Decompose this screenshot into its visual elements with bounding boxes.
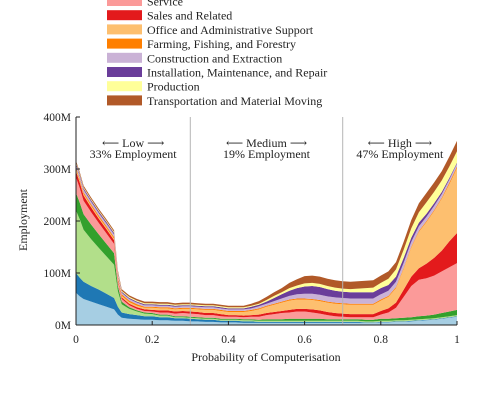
- legend-label-6: Production: [147, 80, 200, 94]
- series-area-4: [76, 177, 457, 320]
- legend-swatch-0: [107, 0, 142, 6]
- legend-swatch-1: [107, 10, 142, 21]
- plot-area: ⟵ Low ⟶33% Employment ⟵ Medium ⟶19% Emplo…: [44, 112, 461, 346]
- region-share-medium: 19% Employment: [223, 147, 311, 161]
- legend-label-1: Sales and Related: [147, 9, 232, 23]
- legend-label-4: Construction and Extraction: [147, 51, 282, 65]
- y-tick-label-2: 200M: [44, 216, 71, 228]
- y-tick-label-1: 100M: [44, 268, 71, 280]
- legend-swatch-5: [107, 67, 142, 77]
- series-layer: [76, 140, 457, 325]
- y-axis-label: Employment: [16, 188, 30, 251]
- legend-swatch-3: [107, 38, 142, 49]
- region-share-low: 33% Employment: [90, 147, 178, 161]
- y-tick-label-0: 0M: [55, 320, 71, 332]
- x-tick-label-0: 0: [73, 334, 79, 346]
- legend-label-0: Service: [147, 0, 183, 9]
- region-label-medium: ⟵ Medium ⟶: [226, 136, 307, 150]
- x-tick-label-2: 0.4: [221, 334, 236, 346]
- region-share-high: 47% Employment: [356, 147, 444, 161]
- region-label-low: ⟵ Low ⟶: [102, 136, 164, 150]
- legend-label-2: Office and Administrative Support: [147, 23, 314, 37]
- legend-label-3: Farming, Fishing, and Forestry: [147, 37, 296, 51]
- legend-swatch-4: [107, 52, 142, 63]
- threshold-lines: [189, 117, 344, 325]
- legend-label-5: Installation, Maintenance, and Repair: [147, 66, 327, 80]
- legend-label-7: Transportation and Material Moving: [147, 94, 322, 108]
- legend-swatch-6: [107, 81, 142, 92]
- series-area-6: [76, 168, 457, 316]
- legend-swatch-2: [107, 24, 142, 35]
- x-tick-label-3: 0.6: [297, 334, 312, 346]
- x-axis-label: Probability of Computerisation: [191, 350, 340, 364]
- region-annotations: ⟵ Low ⟶33% Employment ⟵ Medium ⟶19% Emplo…: [90, 136, 444, 161]
- axes: 0M 100M 200M 300M 400M 0 0.2 0.4 0.6 0.8 1: [44, 112, 461, 346]
- legend-swatch-7: [107, 95, 142, 106]
- y-tick-label-4: 400M: [44, 112, 71, 124]
- x-tick-label-1: 0.2: [145, 334, 160, 346]
- region-label-high: ⟵ High ⟶: [368, 136, 432, 150]
- x-tick-label-5: 1: [454, 334, 460, 346]
- series-area-0: [76, 292, 457, 325]
- x-tick-label-4: 0.8: [374, 334, 389, 346]
- y-tick-label-3: 300M: [44, 164, 71, 176]
